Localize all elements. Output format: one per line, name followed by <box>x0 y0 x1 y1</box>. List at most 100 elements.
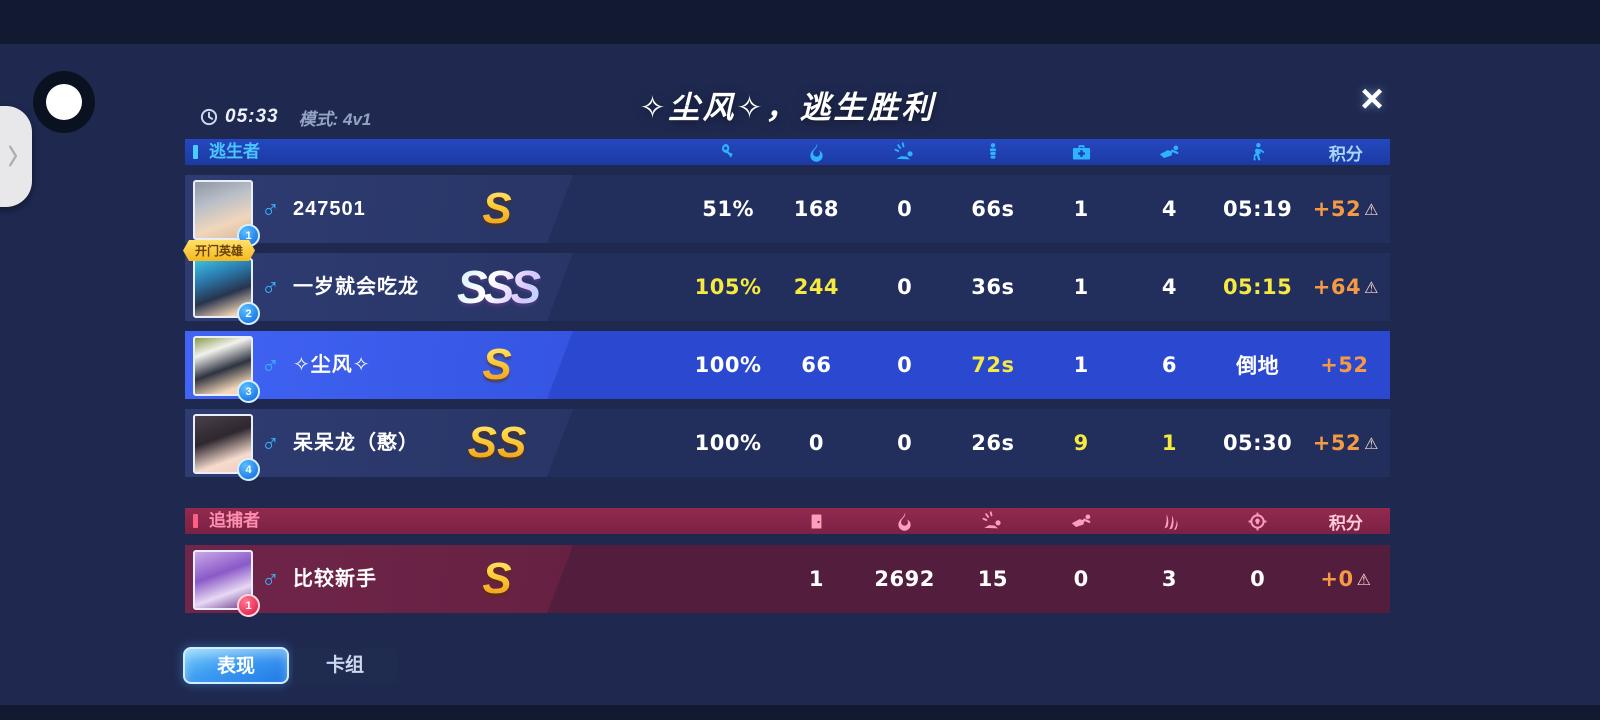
walk-icon <box>1214 139 1302 165</box>
rank-number-badge: 4 <box>237 458 260 481</box>
stat-value: 51% <box>702 197 754 221</box>
stat-value: 05:15 <box>1222 275 1293 299</box>
stat-value: 0 <box>897 197 913 221</box>
warning-icon[interactable]: ⚠ <box>1364 277 1379 297</box>
bound-icon <box>949 139 1037 165</box>
score-value: +52 <box>1312 197 1362 221</box>
tab-performance[interactable]: 表现 <box>183 647 289 684</box>
top-letterbox <box>0 0 1600 44</box>
door-hero-tag: 开门英雄 <box>183 240 255 261</box>
score-value: +52 <box>1320 353 1369 377</box>
stat-value: 0 <box>1073 567 1089 591</box>
hunters-section-header: 追捕者 积分 <box>185 508 1390 534</box>
stat-value: 26s <box>971 431 1015 455</box>
hunters-column-headers: 积分 <box>684 508 1390 534</box>
stat-value: 100% <box>694 431 762 455</box>
bottom-letterbox <box>0 705 1600 720</box>
stat-value: 05:19 <box>1222 197 1293 221</box>
time-value: 05:33 <box>225 106 279 127</box>
rank-number-badge: 3 <box>237 380 260 403</box>
warning-icon[interactable]: ⚠ <box>1356 569 1372 589</box>
stat-value: 1 <box>1073 353 1089 377</box>
escaper-row[interactable]: 1 ♂ 247501 S 51% 168 0 66s 1 4 05:19 +52… <box>185 175 1390 247</box>
male-icon: ♂ <box>261 195 280 223</box>
stat-value: 0 <box>897 353 913 377</box>
male-icon: ♂ <box>261 565 280 593</box>
stat-value: 1 <box>1161 431 1177 455</box>
stat-value: 1 <box>1073 275 1089 299</box>
close-button[interactable]: × <box>1360 77 1384 121</box>
grade-badge: SS <box>417 409 577 477</box>
stat-value: 0 <box>897 275 913 299</box>
player-name: 247501 <box>293 198 366 220</box>
grade-badge: S <box>417 175 577 243</box>
warning-icon[interactable]: ⚠ <box>1364 199 1379 219</box>
escaper-row-highlighted[interactable]: 3 ♂ ✧尘风✧ S 100% 66 0 72s 1 6 倒地 +52 <box>185 331 1390 403</box>
stat-value: 66 <box>801 353 832 377</box>
floating-ball-button[interactable] <box>33 71 95 133</box>
score-cell: +52 <box>1302 353 1390 377</box>
clock-icon <box>200 108 218 126</box>
dive-icon <box>1037 508 1125 534</box>
stat-value: 0 <box>808 431 824 455</box>
stat-value: 0 <box>1250 567 1266 591</box>
stat-value: 244 <box>793 275 840 299</box>
player-stats: 100% 66 0 72s 1 6 倒地 +52 <box>684 331 1390 399</box>
avatar[interactable]: 1 <box>193 180 260 247</box>
knockdown-icon <box>861 139 949 165</box>
player-name: 比较新手 <box>293 568 377 590</box>
stat-value: 168 <box>793 197 840 221</box>
medkit-icon <box>1037 139 1125 165</box>
match-time: 05:33 模式: 4v1 <box>200 104 371 130</box>
stat-value: 4 <box>1161 197 1177 221</box>
escaper-row[interactable]: 开门英雄 2 ♂ 一岁就会吃龙 SSS 105% 244 0 36s 1 4 0… <box>185 253 1390 325</box>
grade-badge: S <box>417 545 577 613</box>
hunter-row[interactable]: 1 ♂ 比较新手 S 1 2692 15 0 3 0 +0 ⚠ <box>185 545 1390 617</box>
player-stats: 100% 0 0 26s 9 1 05:30 +52 ⚠ <box>684 409 1390 477</box>
avatar[interactable]: 3 <box>193 336 260 403</box>
section-accent-bar <box>193 514 198 528</box>
avatar[interactable]: 1 <box>193 550 260 617</box>
stat-value: 36s <box>971 275 1015 299</box>
door-icon <box>772 508 860 534</box>
stat-value: 66s <box>971 197 1015 221</box>
flame-icon <box>772 139 860 165</box>
rank-number-badge: 2 <box>237 302 260 325</box>
escapers-section-header: 逃生者 积分 <box>185 139 1390 165</box>
flame-icon <box>861 508 949 534</box>
target-skull-icon <box>1214 508 1302 534</box>
stat-value: 9 <box>1073 431 1089 455</box>
stat-value: 1 <box>808 567 824 591</box>
score-value: +64 <box>1312 275 1362 299</box>
tab-deck[interactable]: 卡组 <box>293 649 397 683</box>
player-name: 呆呆龙（憨） <box>293 432 419 454</box>
score-cell: +52 ⚠ <box>1302 197 1390 221</box>
score-column-header: 积分 <box>1328 513 1363 533</box>
stat-value: 15 <box>977 567 1008 591</box>
escaper-row[interactable]: 4 ♂ 呆呆龙（憨） SS 100% 0 0 26s 9 1 05:30 +52… <box>185 409 1390 481</box>
warning-icon[interactable]: ⚠ <box>1364 433 1379 453</box>
side-drawer-handle[interactable] <box>0 106 32 207</box>
stat-value: 0 <box>897 431 913 455</box>
score-cell: +52 ⚠ <box>1302 431 1390 455</box>
rank-number-badge: 1 <box>237 594 260 617</box>
stat-value: 6 <box>1161 353 1177 377</box>
claw-icon <box>1125 508 1213 534</box>
hunters-section-title: 追捕者 <box>209 511 260 530</box>
avatar[interactable]: 4 <box>193 414 260 481</box>
player-name: ✧尘风✧ <box>293 354 371 376</box>
escapers-section-title: 逃生者 <box>209 142 260 161</box>
stat-value: 3 <box>1161 567 1177 591</box>
avatar[interactable]: 2 <box>193 258 260 325</box>
player-stats: 1 2692 15 0 3 0 +0 ⚠ <box>684 545 1390 613</box>
escapers-column-headers: 积分 <box>684 139 1390 165</box>
mode-label: 模式: 4v1 <box>298 109 372 129</box>
score-column-header: 积分 <box>1328 144 1363 164</box>
score-value: +52 <box>1312 431 1362 455</box>
section-accent-bar <box>193 145 198 159</box>
stat-value: 1 <box>1073 197 1089 221</box>
grade-badge: S <box>417 331 577 399</box>
male-icon: ♂ <box>261 273 280 301</box>
stat-value: 72s <box>971 353 1015 377</box>
